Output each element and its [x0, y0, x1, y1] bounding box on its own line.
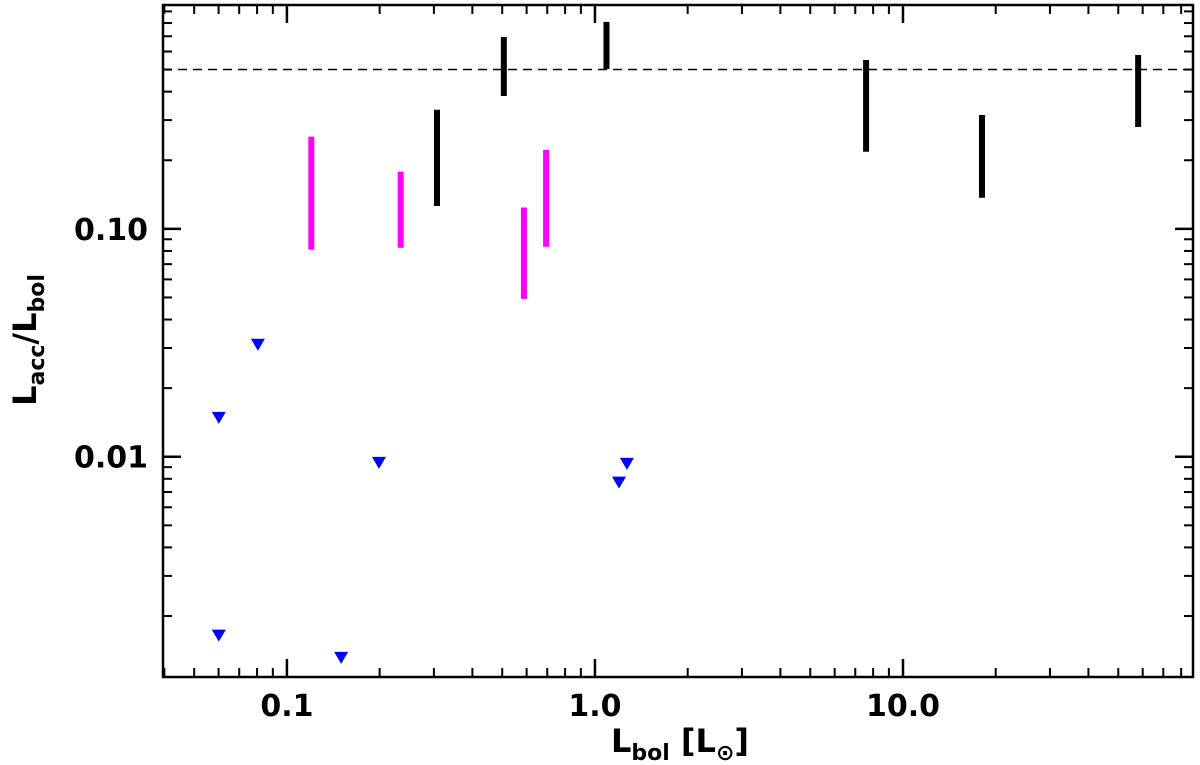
upper-limit-marker	[619, 457, 634, 470]
x-tick-label: 1.0	[568, 689, 621, 724]
label-text: [L	[670, 722, 716, 760]
y-tick-label: 0.10	[74, 213, 148, 248]
y-axis-label: Lacc/Lbol	[6, 274, 50, 406]
label-text: L	[611, 722, 631, 760]
upper-limit-marker	[250, 338, 265, 351]
label-subscript: ⊙	[716, 741, 734, 765]
upper-limit-marker	[371, 456, 386, 469]
upper-limit-marker	[211, 411, 226, 424]
x-tick-label: 0.1	[260, 689, 313, 724]
label-subscript: bol	[25, 274, 50, 312]
upper-limit-marker	[612, 476, 627, 489]
x-tick-label: 10.0	[866, 689, 940, 724]
upper-limit-marker	[211, 629, 226, 642]
label-text: ]	[734, 722, 749, 760]
label-text: L	[6, 386, 44, 406]
label-subscript: acc	[25, 345, 50, 386]
plot-frame	[161, 3, 1195, 679]
upper-limit-marker	[334, 651, 349, 664]
label-subscript: bol	[631, 741, 669, 765]
x-axis-label: Lbol [L⊙]	[611, 722, 749, 765]
label-text: /L	[6, 313, 44, 345]
y-tick-label: 0.01	[74, 441, 148, 476]
